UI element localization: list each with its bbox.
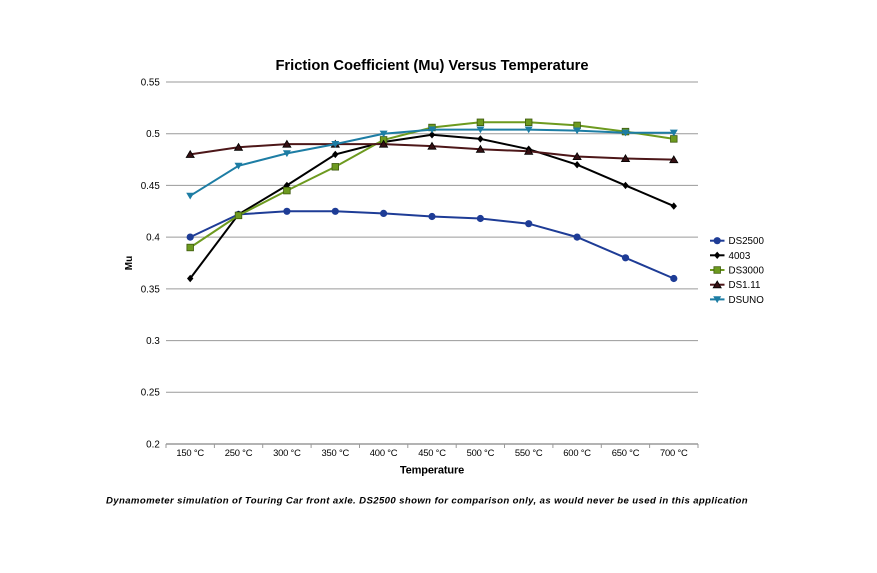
svg-text:Mu: Mu [124, 256, 135, 270]
svg-text:0.25: 0.25 [141, 388, 161, 399]
svg-text:Friction Coefficient (Mu) Vers: Friction Coefficient (Mu) Versus Tempera… [275, 58, 588, 74]
svg-text:DS1.11: DS1.11 [729, 280, 761, 291]
svg-text:DS2500: DS2500 [729, 236, 765, 247]
svg-text:0.35: 0.35 [141, 284, 161, 295]
svg-text:Temperature: Temperature [400, 464, 464, 476]
svg-text:Dynamometer simulation of Tour: Dynamometer simulation of Touring Car fr… [106, 496, 748, 507]
svg-text:0.3: 0.3 [146, 336, 160, 347]
svg-text:400 °C: 400 °C [370, 447, 398, 458]
svg-text:0.55: 0.55 [141, 77, 161, 88]
svg-text:450 °C: 450 °C [418, 447, 446, 458]
svg-text:0.5: 0.5 [146, 129, 160, 140]
svg-text:150 °C: 150 °C [176, 447, 204, 458]
svg-text:500 °C: 500 °C [467, 447, 495, 458]
svg-text:0.45: 0.45 [141, 181, 161, 192]
svg-text:600 °C: 600 °C [563, 447, 591, 458]
svg-text:650 °C: 650 °C [612, 447, 640, 458]
svg-text:700 °C: 700 °C [660, 447, 688, 458]
svg-text:350 °C: 350 °C [322, 447, 350, 458]
svg-text:250 °C: 250 °C [225, 447, 253, 458]
svg-text:0.4: 0.4 [146, 233, 160, 244]
svg-text:0.2: 0.2 [146, 439, 160, 450]
svg-text:550 °C: 550 °C [515, 447, 543, 458]
svg-text:300 °C: 300 °C [273, 447, 301, 458]
svg-text:DSUNO: DSUNO [729, 295, 765, 306]
svg-text:DS3000: DS3000 [729, 266, 765, 277]
svg-text:4003: 4003 [729, 251, 751, 262]
